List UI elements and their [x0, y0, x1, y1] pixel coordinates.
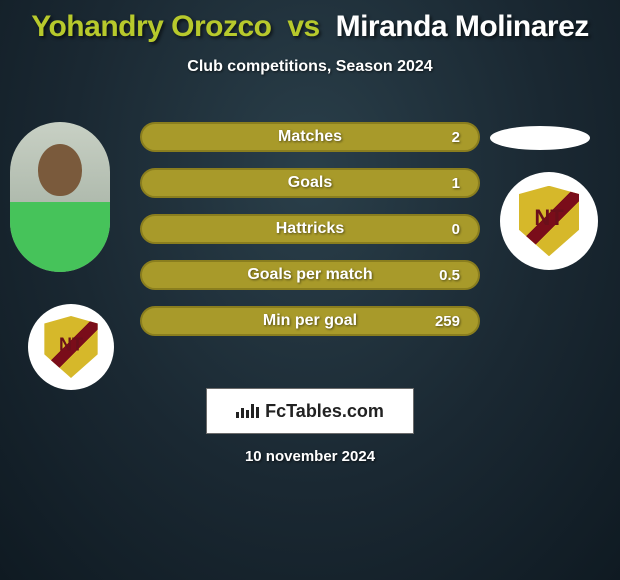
stat-label-matches: Matches	[142, 128, 478, 146]
stat-right-matches: 2	[452, 129, 460, 146]
title-player-left: Yohandry Orozco	[31, 10, 271, 43]
stat-row-goals: Goals 1	[140, 168, 480, 198]
club-letters-left: NT	[59, 334, 83, 355]
stat-right-mpg: 259	[435, 313, 460, 330]
club-shield-right: NT	[519, 186, 580, 257]
club-letters-right: NT	[534, 205, 563, 231]
bar-chart-icon	[236, 404, 259, 418]
club-badge-right: NT	[500, 172, 598, 270]
stat-label-goals: Goals	[142, 174, 478, 192]
stat-right-gpm: 0.5	[439, 267, 460, 284]
stat-row-gpm: Goals per match 0.5	[140, 260, 480, 290]
club-badge-left: NT	[28, 304, 114, 390]
title-player-right: Miranda Molinarez	[336, 10, 589, 43]
stats-area: Matches 2 Goals 1 Hattricks 0 Goals per …	[140, 122, 480, 352]
player-jersey	[10, 202, 110, 272]
player-head	[38, 144, 82, 196]
stat-label-mpg: Min per goal	[142, 312, 478, 330]
brand-box[interactable]: FcTables.com	[206, 388, 414, 434]
stat-label-gpm: Goals per match	[142, 266, 478, 284]
stat-row-hattricks: Hattricks 0	[140, 214, 480, 244]
stat-row-matches: Matches 2	[140, 122, 480, 152]
player-photo-left	[10, 122, 110, 272]
title-vs: vs	[287, 10, 319, 43]
stat-right-goals: 1	[452, 175, 460, 192]
stat-row-mpg: Min per goal 259	[140, 306, 480, 336]
footer-date: 10 november 2024	[0, 448, 620, 465]
brand-text: FcTables.com	[265, 401, 384, 422]
player-placeholder-right	[490, 126, 590, 150]
club-shield-left: NT	[44, 316, 97, 378]
comparison-title: Yohandry Orozco vs Miranda Molinarez	[0, 0, 620, 44]
comparison-subtitle: Club competitions, Season 2024	[0, 58, 620, 76]
stat-right-hattricks: 0	[452, 221, 460, 238]
stat-label-hattricks: Hattricks	[142, 220, 478, 238]
